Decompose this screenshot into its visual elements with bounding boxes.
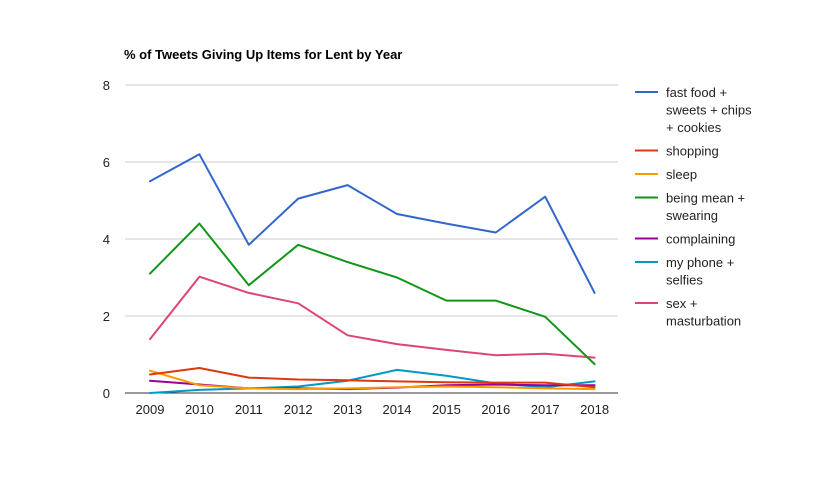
chart-title: % of Tweets Giving Up Items for Lent by …: [124, 47, 402, 62]
x-tick-label: 2013: [333, 402, 362, 417]
y-tick-label: 4: [103, 232, 110, 247]
x-tick-label: 2011: [235, 402, 263, 417]
grid: [125, 84, 618, 394]
x-tick-label: 2010: [185, 402, 214, 417]
series-line-fast-food-sweets-chips-cookies: [149, 153, 596, 294]
series-line-sleep: [149, 369, 596, 391]
y-tick-label: 0: [103, 386, 110, 401]
legend-label: sleep: [666, 167, 697, 182]
x-axis: 2009 2010 2011 2012 2013 2014 2015 2016 2017 2018: [136, 402, 610, 417]
legend-item: fast food + sweets + chips + cookies: [635, 85, 752, 135]
x-tick-label: 2017: [531, 402, 560, 417]
x-tick-label: 2016: [481, 402, 510, 417]
series-line-sex-masturbation: [149, 275, 596, 359]
legend-label: my phone +: [666, 255, 734, 270]
legend-label: sweets + chips: [666, 103, 752, 118]
legend-label: complaining: [666, 232, 735, 247]
series-line-shopping: [149, 367, 596, 389]
y-axis: 0 2 4 6 8: [103, 78, 110, 401]
x-tick-label: 2009: [136, 402, 165, 417]
legend-label: sex +: [666, 296, 697, 311]
legend-label: being mean +: [666, 191, 745, 206]
series-lines: [149, 153, 596, 394]
legend-label: swearing: [666, 208, 718, 223]
x-tick-label: 2018: [580, 402, 609, 417]
y-tick-label: 8: [103, 78, 110, 93]
legend-label: + cookies: [666, 120, 722, 135]
y-tick-label: 6: [103, 155, 110, 170]
legend-label: masturbation: [666, 314, 741, 329]
legend-label: shopping: [666, 144, 719, 159]
series-line-being-mean-swearing: [149, 222, 596, 366]
legend-item: sex + masturbation: [635, 296, 741, 329]
x-tick-label: 2015: [432, 402, 461, 417]
x-tick-label: 2014: [383, 402, 412, 417]
y-tick-label: 2: [103, 309, 110, 324]
x-tick-label: 2012: [284, 402, 313, 417]
legend: fast food + sweets + chips + cookies shoppi…: [635, 85, 752, 329]
legend-label: fast food +: [666, 85, 727, 100]
legend-item: shopping: [635, 144, 719, 159]
legend-item: sleep: [635, 167, 697, 182]
legend-item: complaining: [635, 232, 735, 247]
legend-label: selfies: [666, 273, 703, 288]
legend-item: being mean + swearing: [635, 191, 745, 223]
legend-item: my phone + selfies: [635, 255, 734, 288]
